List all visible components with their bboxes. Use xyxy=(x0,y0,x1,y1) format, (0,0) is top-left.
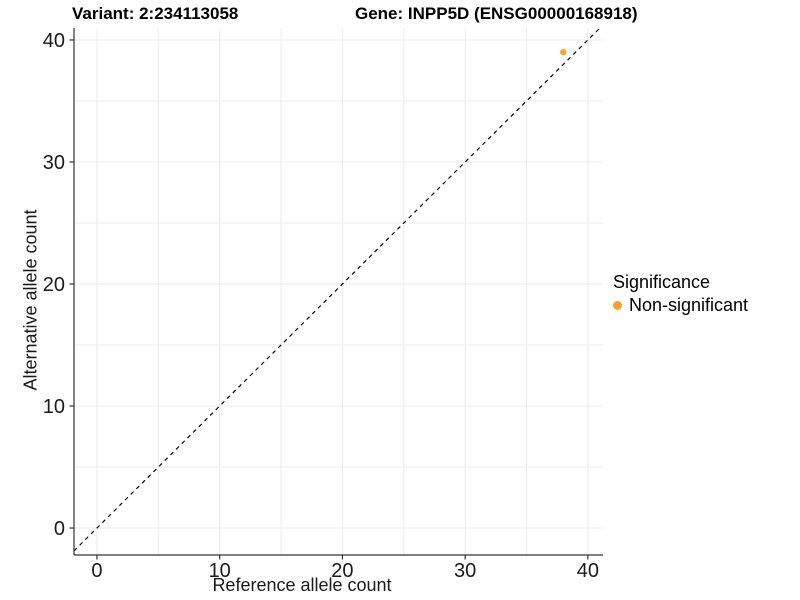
x-tick-label: 0 xyxy=(91,560,102,582)
point-swatch-icon xyxy=(613,301,622,311)
x-axis-title: Reference allele count xyxy=(212,575,392,595)
y-tick-label: 10 xyxy=(43,396,65,418)
y-tick-label: 0 xyxy=(54,518,65,540)
legend: Significance Non-significant xyxy=(613,272,749,316)
legend-item-label: Non-significant xyxy=(629,294,749,315)
x-tick-label: 40 xyxy=(577,560,599,582)
x-tick-label: 20 xyxy=(331,560,353,582)
y-axis-title: Alternative allele count xyxy=(20,209,41,391)
legend-title: Significance xyxy=(613,272,711,292)
y-tick-label: 30 xyxy=(43,152,65,174)
x-tick-label: 30 xyxy=(454,560,476,582)
identity-line xyxy=(73,27,601,552)
y-tick-label: 40 xyxy=(43,30,65,52)
plot-title-gene: Gene: INPP5D (ENSG00000168918) xyxy=(355,4,638,23)
y-tick-label: 20 xyxy=(43,274,65,296)
x-tick-label: 10 xyxy=(209,560,231,582)
data-point xyxy=(560,48,567,56)
plot-title-variant: Variant: 2:234113058 xyxy=(72,4,239,23)
legend-item-non-significant: Non-significant xyxy=(613,294,749,316)
